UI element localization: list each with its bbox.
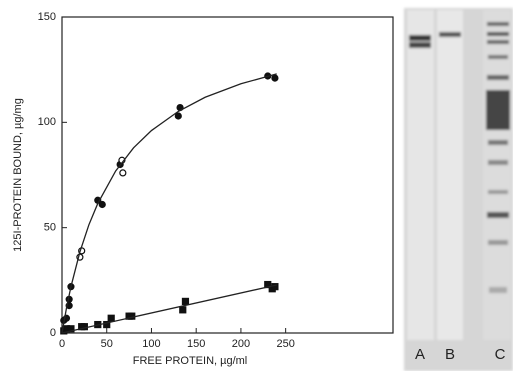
- band: [487, 212, 509, 218]
- figure: 125I-PROTEIN BOUND, µg/mg FREE PROTEIN, …: [0, 0, 513, 371]
- band: [487, 75, 509, 80]
- band: [488, 160, 508, 165]
- band: [486, 90, 510, 130]
- band: [488, 240, 508, 245]
- gel: [404, 8, 513, 371]
- band: [439, 32, 461, 37]
- data-point: [272, 284, 278, 290]
- x-tick-label: 100: [142, 338, 160, 350]
- band: [409, 42, 431, 48]
- data-point: [272, 75, 278, 81]
- plot-frame: [62, 17, 393, 333]
- y-tick-label: 0: [50, 327, 56, 339]
- fit-curve: [62, 74, 277, 333]
- lane-label: B: [445, 346, 455, 363]
- y-tick-label: 50: [44, 222, 56, 234]
- band: [487, 40, 509, 44]
- band: [409, 35, 431, 41]
- data-point: [175, 113, 181, 119]
- data-point: [99, 201, 105, 207]
- data-point: [180, 307, 186, 313]
- x-axis-label: FREE PROTEIN, µg/ml: [133, 355, 248, 367]
- lane: [437, 10, 463, 340]
- fit-curve: [62, 285, 277, 333]
- data-point: [120, 170, 126, 176]
- band: [488, 55, 508, 59]
- lane: [407, 10, 434, 340]
- data-point: [182, 298, 188, 304]
- x-tick-label: 250: [276, 338, 294, 350]
- x-tick-label: 50: [101, 338, 113, 350]
- x-tick-label: 200: [232, 338, 250, 350]
- band: [488, 140, 508, 145]
- data-point: [108, 315, 114, 321]
- band: [489, 287, 507, 293]
- y-tick-label: 100: [38, 116, 56, 128]
- band: [488, 190, 508, 194]
- y-axis-label: 125I-PROTEIN BOUND, µg/mg: [12, 98, 24, 252]
- lane-label: A: [415, 346, 425, 363]
- band: [487, 22, 509, 26]
- band: [487, 32, 509, 36]
- y-tick-label: 150: [38, 11, 56, 23]
- x-tick-label: 0: [59, 338, 65, 350]
- lane-label: C: [495, 346, 506, 363]
- x-tick-label: 150: [187, 338, 205, 350]
